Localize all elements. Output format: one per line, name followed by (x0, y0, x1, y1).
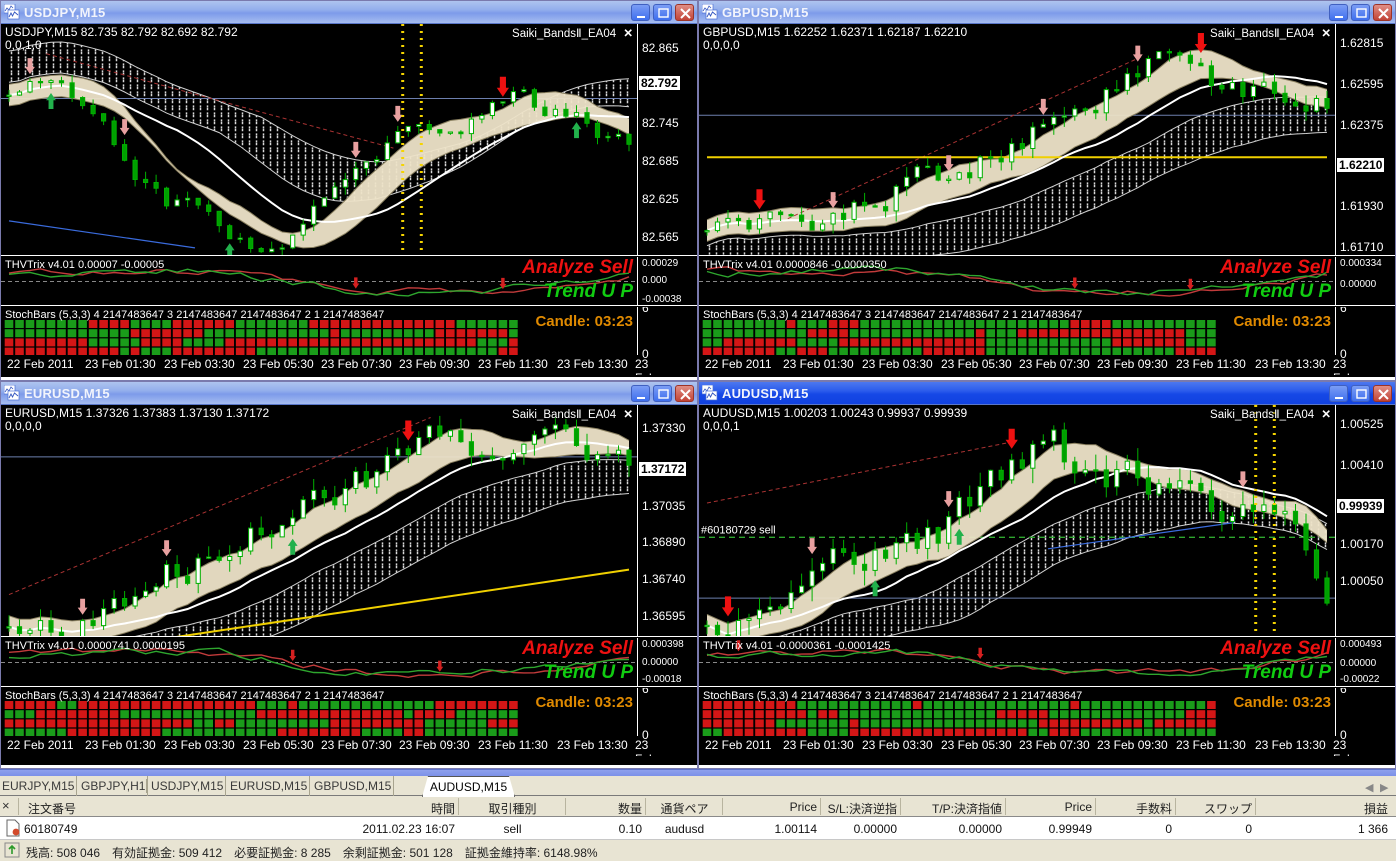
svg-text:#60180729 sell: #60180729 sell (701, 524, 776, 536)
